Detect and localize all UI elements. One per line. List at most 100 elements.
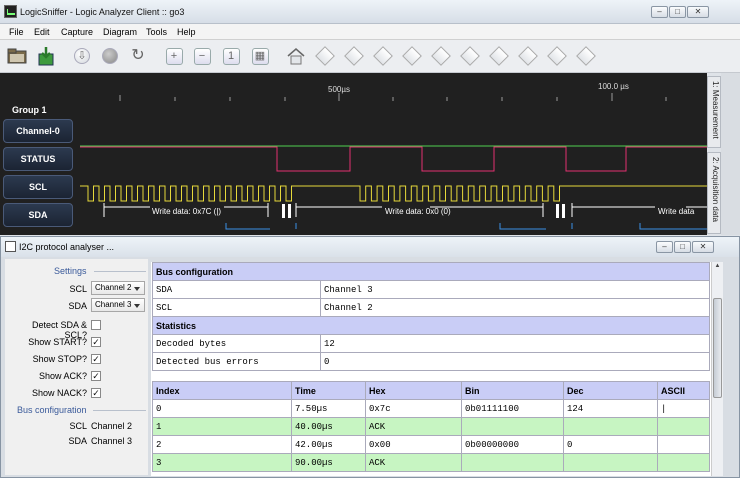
column-index[interactable]: Index xyxy=(152,381,292,400)
report-view: Bus configuration SDA Channel 3 SCL Channe… xyxy=(151,262,711,476)
marker-3-icon[interactable] xyxy=(373,46,393,66)
bus-sda-value: Channel 3 xyxy=(91,436,133,446)
dialog-icon xyxy=(5,241,16,252)
close-button[interactable]: ✕ xyxy=(687,6,709,18)
marker-6-icon[interactable] xyxy=(460,46,480,66)
decoded-data-table: Index Time Hex Bin Dec ASCII 0 7.50µs 0x… xyxy=(152,381,710,472)
marker-10-icon[interactable] xyxy=(576,46,596,66)
menu-diagram[interactable]: Diagram xyxy=(103,27,138,37)
tab-acquisition-data[interactable]: 2: Acquisition data xyxy=(707,152,721,234)
report-scrollbar[interactable]: ▲ xyxy=(711,262,723,476)
menu-tools[interactable]: Tools xyxy=(146,27,168,37)
cell-dec xyxy=(563,417,658,436)
show-start-checkbox[interactable]: ✓ xyxy=(91,337,101,347)
channel-label-channel-0[interactable]: Channel-0 xyxy=(3,119,73,143)
column-ascii[interactable]: ASCII xyxy=(657,381,710,400)
table-row[interactable]: 2 42.00µs 0x00 0b00000000 0 xyxy=(152,435,710,454)
marker-1-icon[interactable] xyxy=(315,46,335,66)
zoom-original-icon[interactable]: 1 xyxy=(221,46,241,66)
column-hex[interactable]: Hex xyxy=(365,381,462,400)
open-folder-icon[interactable] xyxy=(7,46,27,66)
column-dec[interactable]: Dec xyxy=(563,381,658,400)
dialog-maximize-button[interactable]: □ xyxy=(674,241,691,253)
marker-4-icon[interactable] xyxy=(402,46,422,66)
settings-panel: Settings SCL Channel 2 SDA Channel 3 Det… xyxy=(5,259,148,475)
signal-display[interactable]: 500µs 100.0 µs Group 1 Channel-0 STATUS … xyxy=(0,73,707,235)
cell-time: 42.00µs xyxy=(291,435,366,454)
scl-label: SCL xyxy=(69,284,87,294)
capture-icon[interactable]: ⇩ xyxy=(72,46,92,66)
marker-8-icon[interactable] xyxy=(518,46,538,66)
stat-bus-errors-label: Detected bus errors xyxy=(152,352,321,371)
timeline-label-500us: 500µs xyxy=(328,85,350,94)
timeline-label-100us: 100.0 µs xyxy=(598,82,629,91)
channel-label-sda[interactable]: SDA xyxy=(3,203,73,227)
menu-edit[interactable]: Edit xyxy=(34,27,50,37)
dialog-close-button[interactable]: ✕ xyxy=(692,241,714,253)
cell-time: 90.00µs xyxy=(291,453,366,472)
zoom-in-icon[interactable]: + xyxy=(164,46,184,66)
save-icon[interactable] xyxy=(36,46,56,66)
annotation-write-data: Write data xyxy=(658,207,695,216)
cell-bin: 0b00000000 xyxy=(461,435,564,454)
channel-label-scl[interactable]: SCL xyxy=(3,175,73,199)
cell-ascii xyxy=(657,453,710,472)
annotation-write-0x0: Write data: 0x0 (0) xyxy=(385,207,451,216)
bus-config-heading: Bus configuration xyxy=(17,405,87,415)
marker-2-icon[interactable] xyxy=(344,46,364,66)
show-stop-label: Show STOP? xyxy=(32,354,87,364)
main-title-bar: LogicSniffer - Logic Analyzer Client :: … xyxy=(0,0,740,24)
show-ack-checkbox[interactable]: ✓ xyxy=(91,371,101,381)
stop-icon[interactable] xyxy=(100,46,120,66)
bus-row-scl-value: Channel 2 xyxy=(320,298,710,317)
cell-hex: ACK xyxy=(365,417,462,436)
marker-9-icon[interactable] xyxy=(547,46,567,66)
cell-hex: ACK xyxy=(365,453,462,472)
cell-time: 40.00µs xyxy=(291,417,366,436)
side-panel-strip xyxy=(721,73,740,235)
table-row-ack[interactable]: 3 90.00µs ACK xyxy=(152,453,710,472)
marker-7-icon[interactable] xyxy=(489,46,509,66)
dialog-title: I2C protocol analyser ... xyxy=(19,242,115,252)
maximize-button[interactable]: □ xyxy=(669,6,686,18)
show-stop-checkbox[interactable]: ✓ xyxy=(91,354,101,364)
dialog-minimize-button[interactable]: – xyxy=(656,241,673,253)
zoom-out-icon[interactable]: − xyxy=(192,46,212,66)
bus-row-scl-name: SCL xyxy=(152,298,321,317)
table-row-ack[interactable]: 1 40.00µs ACK xyxy=(152,417,710,436)
home-icon[interactable] xyxy=(286,46,306,66)
cell-ascii xyxy=(657,417,710,436)
show-ack-label: Show ACK? xyxy=(38,371,87,381)
show-start-label: Show START? xyxy=(28,337,87,347)
sda-channel-select[interactable]: Channel 3 xyxy=(91,298,145,312)
annotation-write-0x7c: Write data: 0x7C (|) xyxy=(152,207,222,216)
cell-ascii xyxy=(657,435,710,454)
tab-measurement[interactable]: 1: Measurement xyxy=(707,76,721,148)
scroll-up-icon[interactable]: ▲ xyxy=(714,263,721,269)
column-bin[interactable]: Bin xyxy=(461,381,564,400)
stat-decoded-bytes-value: 12 xyxy=(320,334,710,353)
bus-config-table: Bus configuration SDA Channel 3 SCL Channe… xyxy=(152,262,710,371)
marker-5-icon[interactable] xyxy=(431,46,451,66)
menu-help[interactable]: Help xyxy=(177,27,196,37)
detect-sda-scl-checkbox[interactable] xyxy=(91,320,101,330)
table-row[interactable]: 0 7.50µs 0x7c 0b01111100 124 | xyxy=(152,399,710,418)
stat-bus-errors-value: 0 xyxy=(320,352,710,371)
scroll-thumb[interactable] xyxy=(713,298,722,398)
menu-capture[interactable]: Capture xyxy=(61,27,94,37)
minimize-button[interactable]: – xyxy=(651,6,668,18)
cell-bin: 0b01111100 xyxy=(461,399,564,418)
settings-heading: Settings xyxy=(54,266,87,276)
menu-file[interactable]: File xyxy=(9,27,24,37)
cell-dec xyxy=(563,453,658,472)
bus-scl-value: Channel 2 xyxy=(91,421,133,431)
cell-ascii: | xyxy=(657,399,710,418)
waveform-canvas xyxy=(80,93,707,230)
scl-channel-select[interactable]: Channel 2 xyxy=(91,281,145,295)
show-nack-checkbox[interactable]: ✓ xyxy=(91,388,101,398)
zoom-fit-icon[interactable]: ▦ xyxy=(250,46,270,66)
cell-bin xyxy=(461,417,564,436)
repeat-icon[interactable]: ↻ xyxy=(131,47,145,64)
column-time[interactable]: Time xyxy=(291,381,366,400)
channel-label-status[interactable]: STATUS xyxy=(3,147,73,171)
